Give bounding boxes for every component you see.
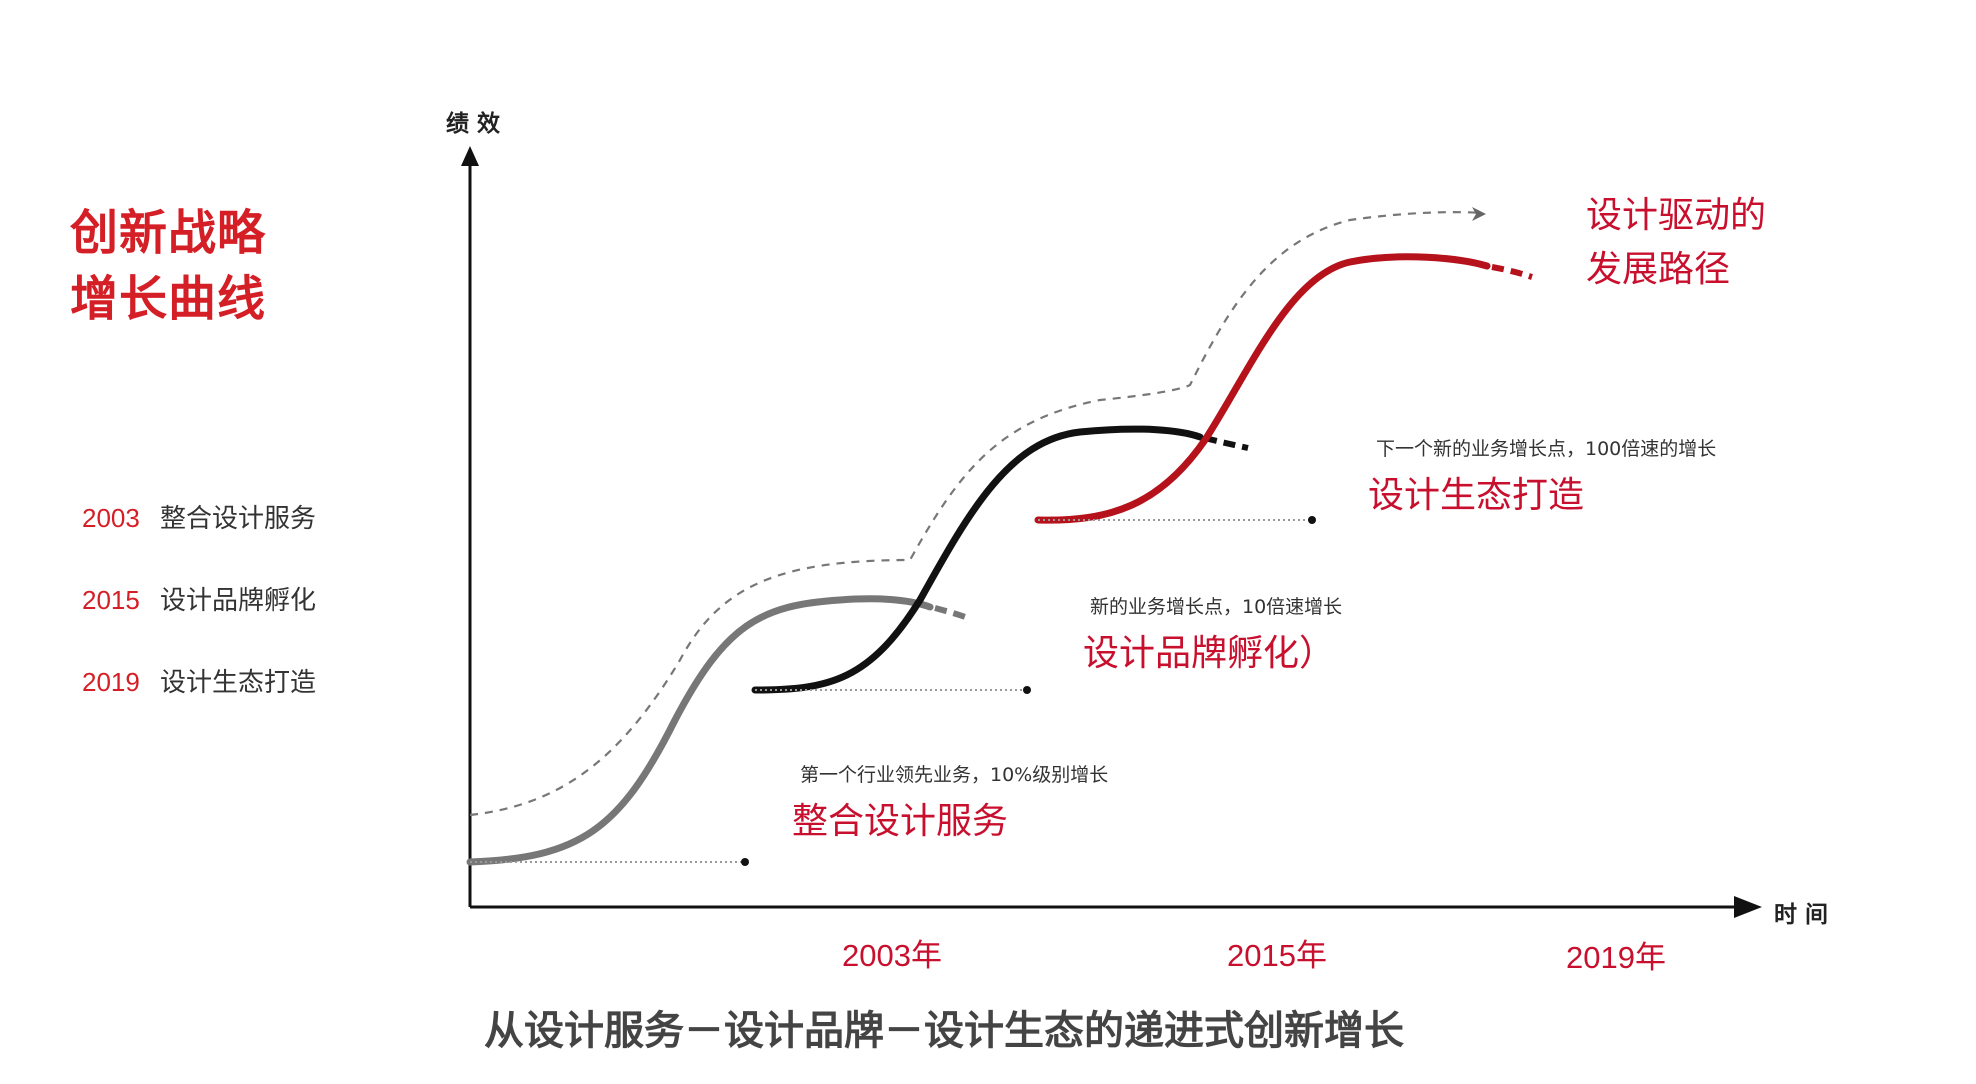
legend-year: 2015 (82, 585, 140, 615)
legend-year: 2003 (82, 503, 140, 533)
curve-stage-3 (1034, 253, 1491, 524)
envelope-dashed-path (469, 211, 1481, 817)
future-path-label-line-2: 发展路径 (1586, 249, 1731, 290)
curve-stage-2 (751, 425, 1204, 694)
stage-3-label: 设计生态打造 (1368, 475, 1585, 516)
legend: 2003 整合设计服务 2015 设计品牌孵化 2019 设计生态打造 (82, 498, 316, 744)
legend-label: 整合设计服务 (160, 504, 317, 534)
year-label-2003: 2003年 (842, 938, 942, 973)
stage-1-label: 整合设计服务 (792, 801, 1009, 842)
curve-stage-1 (466, 595, 934, 866)
baseline-stage-1-dot (741, 858, 749, 866)
year-label-2015: 2015年 (1227, 938, 1327, 973)
legend-item: 2015 设计品牌孵化 (82, 580, 316, 662)
curve-stage-2-tail (1204, 435, 1249, 451)
title-line-2: 增长曲线 (70, 271, 267, 327)
curve-stage-1-tail (934, 605, 970, 621)
legend-label: 设计生态打造 (160, 668, 317, 698)
legend-label: 设计品牌孵化 (160, 586, 317, 616)
stage-2-description: 新的业务增长点，10倍速增长 (1090, 596, 1343, 618)
baseline-stage-3-dot (1308, 516, 1316, 524)
baseline-stage-2-dot (1023, 686, 1031, 694)
y-axis-arrow-icon (461, 146, 479, 166)
stage-2-label: 设计品牌孵化） (1083, 633, 1336, 674)
diagram-title: 创新战略 增长曲线 (70, 200, 266, 332)
year-label-2019: 2019年 (1566, 940, 1666, 975)
diagram-caption: 从设计服务－设计品牌－设计生态的递进式创新增长 (484, 1008, 1404, 1054)
title-line-1: 创新战略 (70, 205, 267, 261)
legend-item: 2003 整合设计服务 (82, 498, 316, 580)
x-axis-arrow-icon (1734, 896, 1762, 918)
y-axis-label: 绩 效 (446, 111, 501, 137)
legend-year: 2019 (82, 667, 140, 697)
future-path-label-line-1: 设计驱动的 (1586, 195, 1767, 236)
x-axis-label: 时 间 (1774, 902, 1829, 928)
envelope-arrow-icon (1472, 207, 1486, 221)
stage-1-description: 第一个行业领先业务，10%级别增长 (800, 764, 1109, 786)
curve-stage-3-tail (1491, 264, 1533, 280)
stage-3-description: 下一个新的业务增长点，100倍速的增长 (1376, 438, 1717, 460)
legend-item: 2019 设计生态打造 (82, 662, 316, 744)
